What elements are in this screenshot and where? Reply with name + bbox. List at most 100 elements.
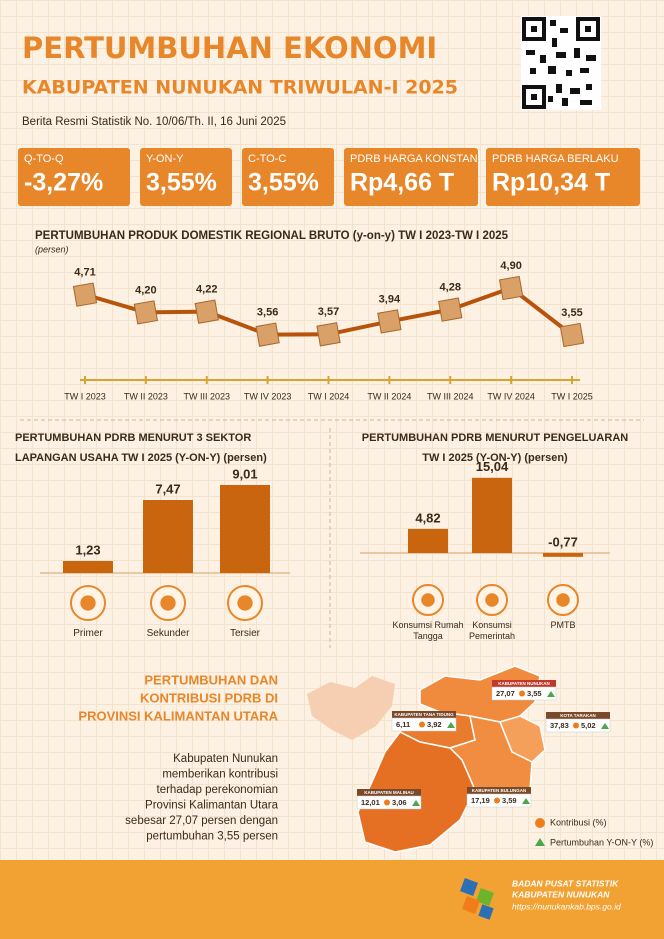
x-tick-label: Sekunder (146, 628, 190, 639)
x-tick-label: TW II 2024 (367, 391, 411, 401)
x-tick-label: Konsumsi Rumah Tangga (392, 620, 464, 641)
x-tick-label: TW III 2024 (427, 391, 474, 401)
kpi-label: PDRB HARGA KONSTAN (350, 153, 478, 165)
bar (472, 477, 512, 553)
category-icon (421, 593, 435, 607)
x-tick-label: PMTB (550, 620, 576, 630)
section-text: terhadap perekonomian (157, 784, 278, 796)
point-marker (438, 297, 463, 322)
bar (63, 560, 113, 573)
data-label: 4,82 (415, 510, 440, 525)
region-contribution: 37,83 (550, 721, 569, 730)
kpi-value: 3,55% (146, 169, 217, 197)
data-label: 3,57 (318, 306, 339, 318)
category-icon (237, 595, 253, 611)
growth-arrow (412, 800, 420, 806)
bar (408, 528, 448, 553)
category-icon (80, 595, 96, 611)
section-text: sebesar 27,07 persen dengan (125, 815, 278, 827)
region-growth: 3,59 (502, 796, 517, 805)
callout-header (357, 789, 421, 796)
kpi-label: PDRB HARGA BERLAKU (492, 153, 619, 165)
x-tick-label: TW I 2024 (308, 391, 350, 401)
contribution-dot (519, 690, 525, 697)
region-contribution: 6,11 (396, 720, 410, 729)
kpi-box (344, 148, 478, 206)
kpi-box (242, 148, 334, 206)
growth-arrow (522, 798, 530, 804)
category-icon (556, 593, 570, 607)
contribution-dot (494, 797, 500, 804)
callout-header (392, 711, 456, 718)
page-subtitle: KABUPATEN NUNUKAN TRIWULAN-I 2025 (22, 77, 458, 99)
release-note: Berita Resmi Statistik No. 10/06/Th. II,… (22, 116, 286, 128)
region-name: KOTA TARAKAN (560, 713, 595, 718)
section-title: KONTRIBUSI PDRB DI (140, 690, 278, 705)
data-label: 4,71 (74, 267, 95, 279)
bar (220, 484, 270, 573)
point-marker (255, 322, 280, 347)
data-label: 7,47 (155, 481, 180, 496)
region-contribution: 27,07 (496, 689, 515, 698)
point-marker (194, 299, 219, 324)
region-name: KABUPATEN NUNUKAN (498, 681, 550, 686)
kpi-label: Q-TO-Q (24, 153, 64, 165)
point-marker (316, 322, 341, 347)
bar (143, 500, 193, 573)
point-marker (559, 322, 585, 348)
data-label: 3,56 (257, 307, 278, 319)
region-name: KABUPATEN TANA TIDUNG (394, 712, 454, 717)
growth-arrow (601, 723, 609, 729)
kpi-value: 3,55% (248, 169, 319, 197)
kpi-box (486, 148, 640, 206)
kpi-value: -3,27% (24, 169, 103, 197)
footer-unit: KABUPATEN NUNUKAN (512, 889, 610, 899)
page-title: PERTUMBUHAN EKONOMI (22, 31, 437, 65)
x-tick-label: TW IV 2023 (244, 391, 292, 401)
region-contribution: 12,01 (361, 798, 380, 807)
data-label: 15,04 (476, 459, 509, 474)
bar (543, 553, 583, 557)
region-contribution: 17,19 (471, 796, 490, 805)
region-growth: 3,55 (527, 689, 542, 698)
chart-title: PERTUMBUHAN PDRB MENURUT PENGELUARAN (362, 432, 629, 444)
x-tick-label: TW I 2025 (551, 391, 593, 401)
chart-title: TW I 2025 (Y-ON-Y) (persen) (422, 452, 568, 464)
data-label: 4,28 (440, 281, 461, 293)
point-marker (377, 309, 402, 334)
data-label: 1,23 (75, 542, 100, 557)
contribution-dot (573, 722, 579, 729)
point-marker (72, 282, 98, 307)
contribution-dot (419, 721, 425, 728)
data-label: 3,55 (561, 307, 582, 319)
x-tick-label: TW II 2023 (124, 391, 168, 401)
footer-band (0, 860, 664, 939)
callout-header (546, 712, 610, 719)
data-label: 9,01 (232, 466, 257, 481)
chart-title: LAPANGAN USAHA TW I 2025 (Y-ON-Y) (perse… (15, 452, 267, 464)
region-name: KABUPATEN BULUNGAN (472, 788, 527, 793)
data-label: -0,77 (548, 534, 578, 549)
section-title: PROVINSI KALIMANTAN UTARA (78, 708, 278, 723)
qr-code (521, 16, 601, 110)
category-icon (485, 593, 499, 607)
footer-url: https://nunukankab.bps.go.id (512, 901, 621, 911)
data-label: 4,20 (135, 284, 156, 296)
x-tick-label: TW III 2023 (183, 391, 230, 401)
chart-title: PERTUMBUHAN PDRB MENURUT 3 SEKTOR (15, 432, 251, 444)
kpi-value: Rp10,34 T (492, 169, 610, 197)
callout-header (492, 680, 556, 687)
legend-label: Kontribusi (%) (550, 817, 607, 827)
callout-header (467, 787, 531, 794)
growth-arrow (447, 722, 455, 728)
legend-dot (535, 818, 545, 828)
bps-logo (460, 878, 494, 920)
growth-arrow (547, 691, 555, 697)
region-name: KABUPATEN MALINAU (364, 790, 414, 795)
kpi-label: C-TO-C (248, 153, 286, 165)
section-text: memberikan kontribusi (162, 769, 278, 781)
footer-org: BADAN PUSAT STATISTIK (512, 878, 619, 888)
legend-label: Pertumbuhan Y-ON-Y (%) (550, 837, 653, 847)
